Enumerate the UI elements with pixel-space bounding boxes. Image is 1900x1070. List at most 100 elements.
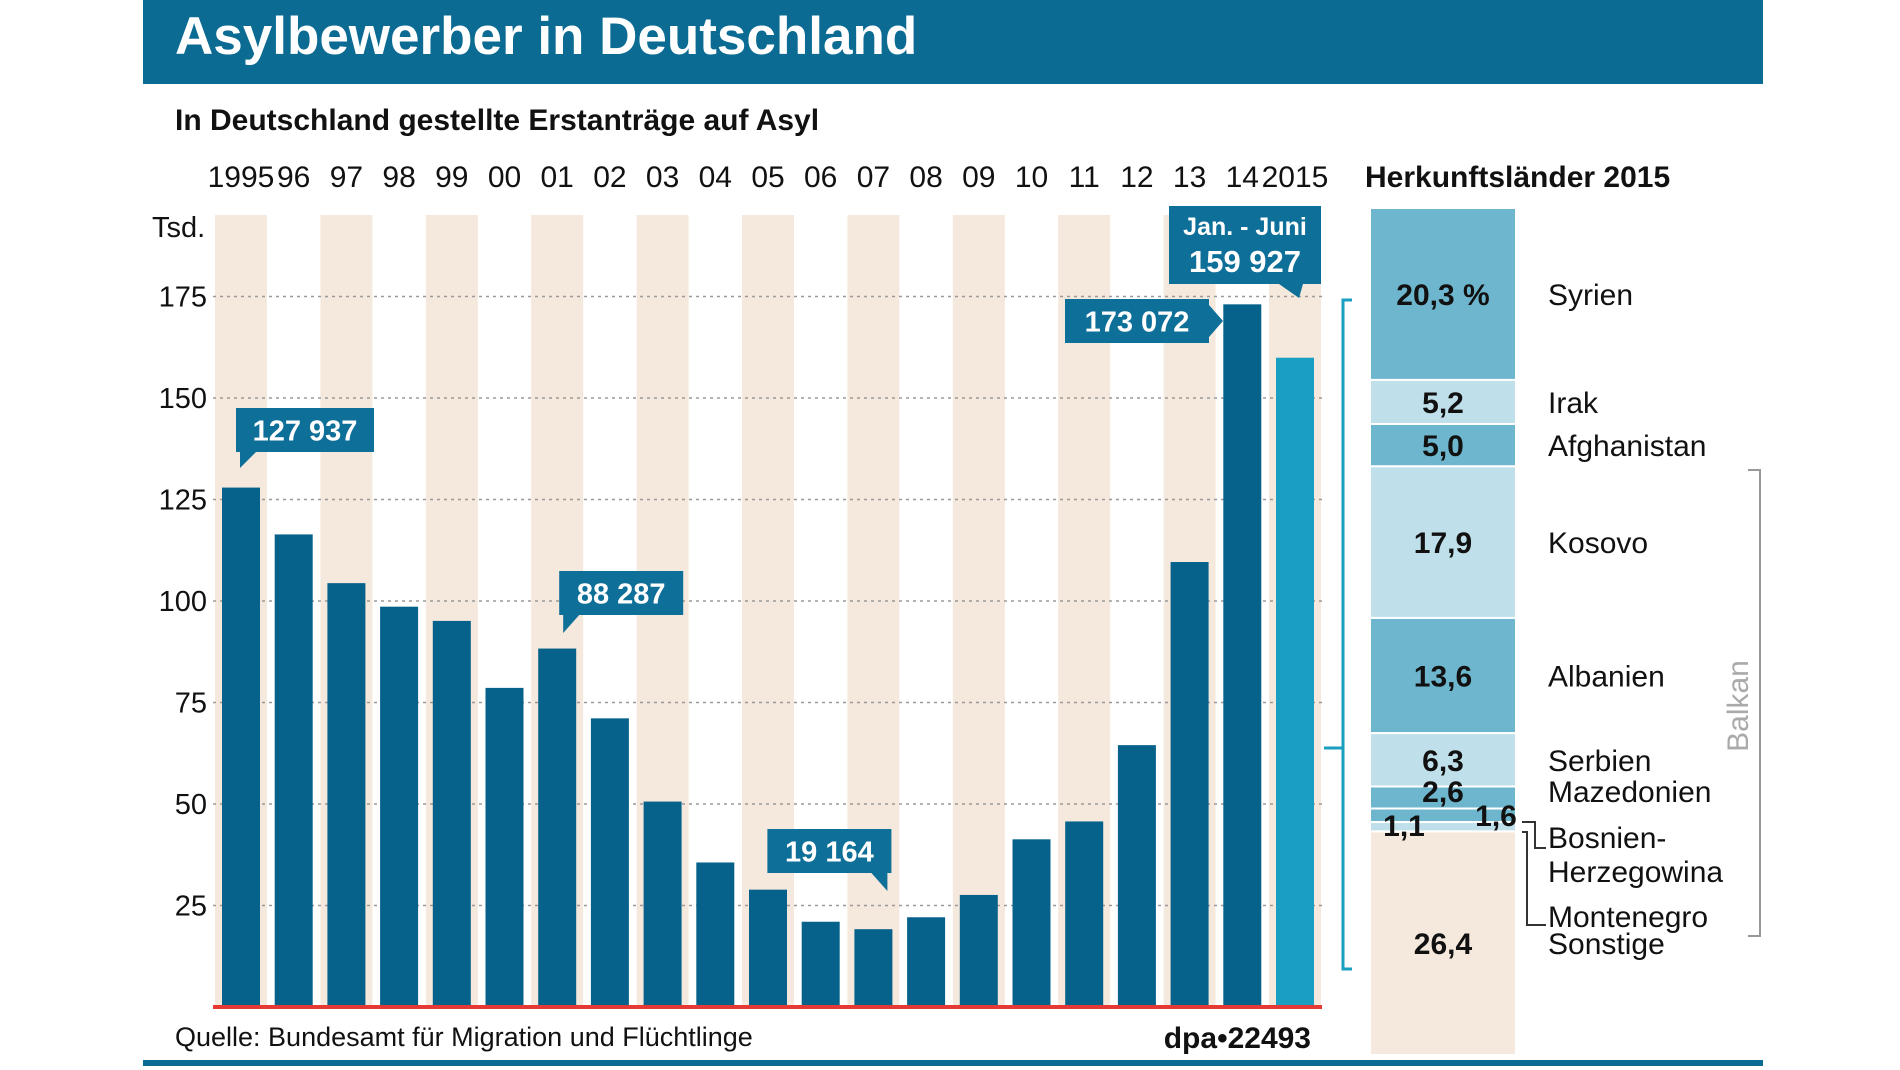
- x-tick-label: 01: [541, 161, 574, 194]
- total-bracket: [1324, 298, 1352, 971]
- callout-box: [767, 829, 892, 873]
- leader-line: [1522, 831, 1546, 926]
- origin-label: Afghanistan: [1548, 430, 1706, 463]
- origin-value: 26,4: [1414, 928, 1473, 961]
- origins-brackets: Balkan: [1324, 298, 1761, 971]
- callout-label: 88 287: [577, 578, 666, 610]
- x-tick-label: 2015: [1262, 161, 1329, 194]
- x-tick-label: 06: [804, 161, 837, 194]
- x-tick-label: 13: [1173, 161, 1206, 194]
- y-tick-label: 150: [159, 383, 207, 415]
- callout-box: [236, 408, 374, 452]
- bar: [380, 606, 419, 1007]
- bar: [959, 894, 998, 1007]
- origin-segment: [1369, 378, 1517, 425]
- balkan-bracket: [1748, 469, 1761, 937]
- bar: [590, 718, 629, 1007]
- bar-series: [222, 304, 1314, 1008]
- bar: [801, 921, 840, 1007]
- origin-label: Herzegowina: [1548, 856, 1723, 889]
- origin-value: 6,3: [1422, 745, 1464, 778]
- origin-label: Albanien: [1548, 661, 1665, 694]
- leader-line: [1522, 821, 1546, 849]
- y-tick-label: 50: [175, 789, 207, 821]
- callout-label: 127 937: [253, 415, 358, 447]
- x-tick-label: 14: [1226, 161, 1259, 194]
- x-tick-label: 02: [593, 161, 626, 194]
- origin-value: 1,1: [1383, 810, 1425, 843]
- y-tick-label: 175: [159, 282, 207, 314]
- callout-label: 19 164: [785, 836, 874, 868]
- y-tick-label: 75: [175, 688, 207, 720]
- column-stripe: [742, 215, 794, 1007]
- bar: [1276, 357, 1314, 1007]
- origin-label: Bosnien-: [1548, 822, 1666, 855]
- bar: [907, 917, 946, 1007]
- callout-label: 159 927: [1189, 244, 1301, 279]
- value-callouts: 127 937 88 287 19 164 173 072 Jan. - Juni 159…: [236, 206, 1321, 891]
- callout-box: [559, 571, 684, 615]
- callout-label: Jan. - Juni: [1183, 213, 1307, 241]
- y-axis-unit: Tsd.: [152, 212, 205, 244]
- x-tick-label: 1995: [208, 161, 275, 194]
- callout-pointer: [1209, 305, 1223, 337]
- x-tick-label: 00: [488, 161, 521, 194]
- bar: [1223, 304, 1262, 1008]
- callout-pointer: [871, 873, 888, 891]
- x-tick-label: 99: [435, 161, 468, 194]
- x-tick-label: 09: [962, 161, 995, 194]
- origin-value: 5,2: [1422, 387, 1464, 420]
- dpa-credit: dpa•22493: [1164, 1022, 1311, 1055]
- bar: [643, 801, 682, 1007]
- origin-value: 20,3 %: [1396, 279, 1489, 312]
- origin-label: Syrien: [1548, 279, 1633, 312]
- callout-box: [1169, 206, 1321, 284]
- bar: [696, 862, 735, 1007]
- callout-label: 173 072: [1085, 306, 1190, 338]
- origins-stack: 20,3 % Syrien 5,2 Irak 5,0 Afghanistan 17,9 Kos…: [1369, 207, 1723, 1057]
- x-tick-label: 12: [1120, 161, 1153, 194]
- source-note: Quelle: Bundesamt für Migration und Flüc…: [175, 1022, 753, 1052]
- bar: [1117, 745, 1156, 1007]
- x-tick-label: 07: [857, 161, 890, 194]
- bar: [274, 534, 313, 1007]
- origin-label: Sonstige: [1548, 928, 1665, 961]
- origin-value: 13,6: [1414, 661, 1472, 694]
- origin-value: 17,9: [1414, 527, 1472, 560]
- origin-segment: [1369, 422, 1517, 468]
- x-tick-label: 08: [909, 161, 942, 194]
- bar: [854, 929, 893, 1007]
- bar: [1170, 562, 1209, 1007]
- origins-title: Herkunftsländer 2015: [1365, 161, 1670, 194]
- origin-segment: [1369, 616, 1517, 735]
- page-title: Asylbewerber in Deutschland: [175, 7, 917, 66]
- x-tick-label: 04: [699, 161, 732, 194]
- footer-rule: [143, 1060, 1763, 1066]
- y-tick-label: 125: [159, 485, 207, 517]
- bar: [222, 487, 260, 1007]
- origin-segment: [1369, 732, 1517, 788]
- header-banner: [143, 0, 1763, 84]
- balkan-label: Balkan: [1722, 660, 1755, 752]
- origin-segment: [1369, 465, 1517, 619]
- bar: [1012, 839, 1051, 1007]
- y-tick-label: 100: [159, 586, 207, 618]
- x-tick-label: 97: [330, 161, 363, 194]
- column-stripe: [847, 215, 900, 1007]
- origin-segment: [1369, 830, 1517, 1057]
- callout-pointer: [1279, 284, 1303, 298]
- y-tick-label: 25: [175, 891, 207, 923]
- origin-segment: [1369, 207, 1517, 381]
- origin-label: Mazedonien: [1548, 776, 1711, 809]
- x-tick-label: 05: [751, 161, 784, 194]
- x-axis-ticks: 1995 96 97 98 99 00 01 02 03 04 05 06 07 08 09 10 11 12 13…: [208, 161, 1329, 194]
- bar: [485, 687, 524, 1007]
- x-tick-label: 10: [1015, 161, 1048, 194]
- origin-label: Montenegro: [1548, 901, 1708, 934]
- origin-value: 2,6: [1422, 776, 1464, 809]
- chart-subtitle: In Deutschland gestellte Erstanträge auf…: [175, 104, 819, 137]
- origin-value: 5,0: [1422, 430, 1464, 463]
- bar: [432, 620, 471, 1007]
- bar: [538, 648, 577, 1007]
